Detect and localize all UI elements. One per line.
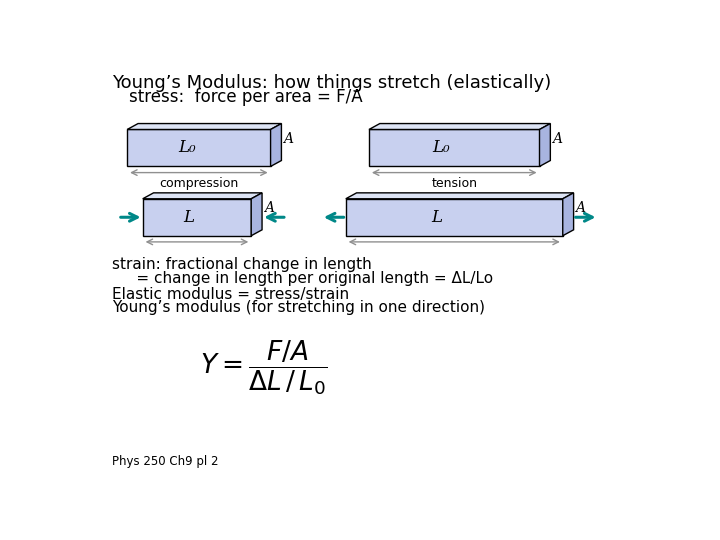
Text: Elastic modulus = stress/strain: Elastic modulus = stress/strain [112,287,348,301]
Polygon shape [143,199,251,236]
Text: compression: compression [159,177,238,190]
Text: stress:  force per area = F/A: stress: force per area = F/A [129,88,362,106]
Text: A: A [264,201,274,215]
Polygon shape [369,124,550,130]
Text: Phys 250 Ch9 pl 2: Phys 250 Ch9 pl 2 [112,455,218,468]
Text: Young’s Modulus: how things stretch (elastically): Young’s Modulus: how things stretch (ela… [112,74,551,92]
Text: L: L [183,209,194,226]
Text: $Y = \dfrac{F/A}{\Delta L\,/\,L_0}$: $Y = \dfrac{F/A}{\Delta L\,/\,L_0}$ [200,338,328,397]
Text: L: L [431,209,442,226]
Polygon shape [539,124,550,166]
Polygon shape [127,124,282,130]
Polygon shape [271,124,282,166]
Text: A: A [552,132,562,146]
Text: L₀: L₀ [179,139,197,157]
Text: L₀: L₀ [432,139,449,157]
Polygon shape [346,199,563,236]
Polygon shape [143,193,262,199]
Text: tension: tension [431,177,477,190]
Text: Young’s modulus (for stretching in one direction): Young’s modulus (for stretching in one d… [112,300,485,315]
Text: A: A [283,132,293,146]
Polygon shape [127,130,271,166]
Polygon shape [563,193,574,236]
Polygon shape [346,193,574,199]
Text: A: A [575,201,585,215]
Polygon shape [251,193,262,236]
Text: = change in length per original length = ΔL/Lo: = change in length per original length =… [112,271,492,286]
Polygon shape [369,130,539,166]
Text: strain: fractional change in length: strain: fractional change in length [112,257,372,272]
